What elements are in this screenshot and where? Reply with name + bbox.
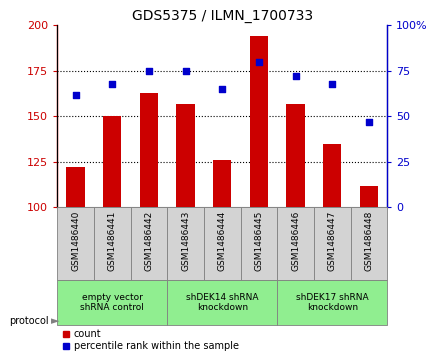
Point — [145, 68, 152, 74]
Bar — [277, 280, 387, 325]
Text: GSM1486444: GSM1486444 — [218, 211, 227, 272]
Text: GSM1486448: GSM1486448 — [364, 211, 374, 272]
Text: shDEK17 shRNA
knockdown: shDEK17 shRNA knockdown — [296, 293, 369, 312]
Text: GSM1486445: GSM1486445 — [254, 211, 264, 272]
Bar — [213, 160, 231, 208]
Text: protocol: protocol — [9, 316, 48, 326]
Point — [365, 119, 372, 125]
Bar — [57, 208, 94, 280]
Bar — [140, 93, 158, 208]
Bar — [176, 104, 194, 208]
Bar — [57, 280, 167, 325]
Text: GSM1486446: GSM1486446 — [291, 211, 300, 272]
Text: GSM1486441: GSM1486441 — [108, 211, 117, 272]
Point — [219, 86, 226, 92]
Text: shDEK14 shRNA
knockdown: shDEK14 shRNA knockdown — [186, 293, 258, 312]
Text: GSM1486442: GSM1486442 — [144, 211, 154, 272]
Bar — [94, 208, 131, 280]
Text: empty vector
shRNA control: empty vector shRNA control — [80, 293, 144, 312]
Bar — [167, 280, 277, 325]
Bar — [286, 104, 305, 208]
Bar — [360, 185, 378, 208]
Bar — [351, 208, 387, 280]
Point — [109, 81, 116, 87]
Bar — [204, 208, 241, 280]
Bar — [131, 208, 167, 280]
Bar — [66, 167, 85, 208]
Bar — [323, 144, 341, 208]
Point — [72, 92, 79, 98]
Title: GDS5375 / ILMN_1700733: GDS5375 / ILMN_1700733 — [132, 9, 313, 23]
Point — [329, 81, 336, 87]
Bar — [277, 208, 314, 280]
Bar — [167, 208, 204, 280]
Bar — [250, 36, 268, 208]
Bar — [241, 208, 277, 280]
Bar — [103, 117, 121, 208]
Legend: count, percentile rank within the sample: count, percentile rank within the sample — [62, 329, 239, 351]
Text: GSM1486440: GSM1486440 — [71, 211, 80, 272]
Point — [255, 59, 262, 65]
Text: GSM1486443: GSM1486443 — [181, 211, 190, 272]
Bar — [314, 208, 351, 280]
Text: ►: ► — [51, 316, 59, 326]
Text: GSM1486447: GSM1486447 — [328, 211, 337, 272]
Point — [292, 73, 299, 79]
Point — [182, 68, 189, 74]
